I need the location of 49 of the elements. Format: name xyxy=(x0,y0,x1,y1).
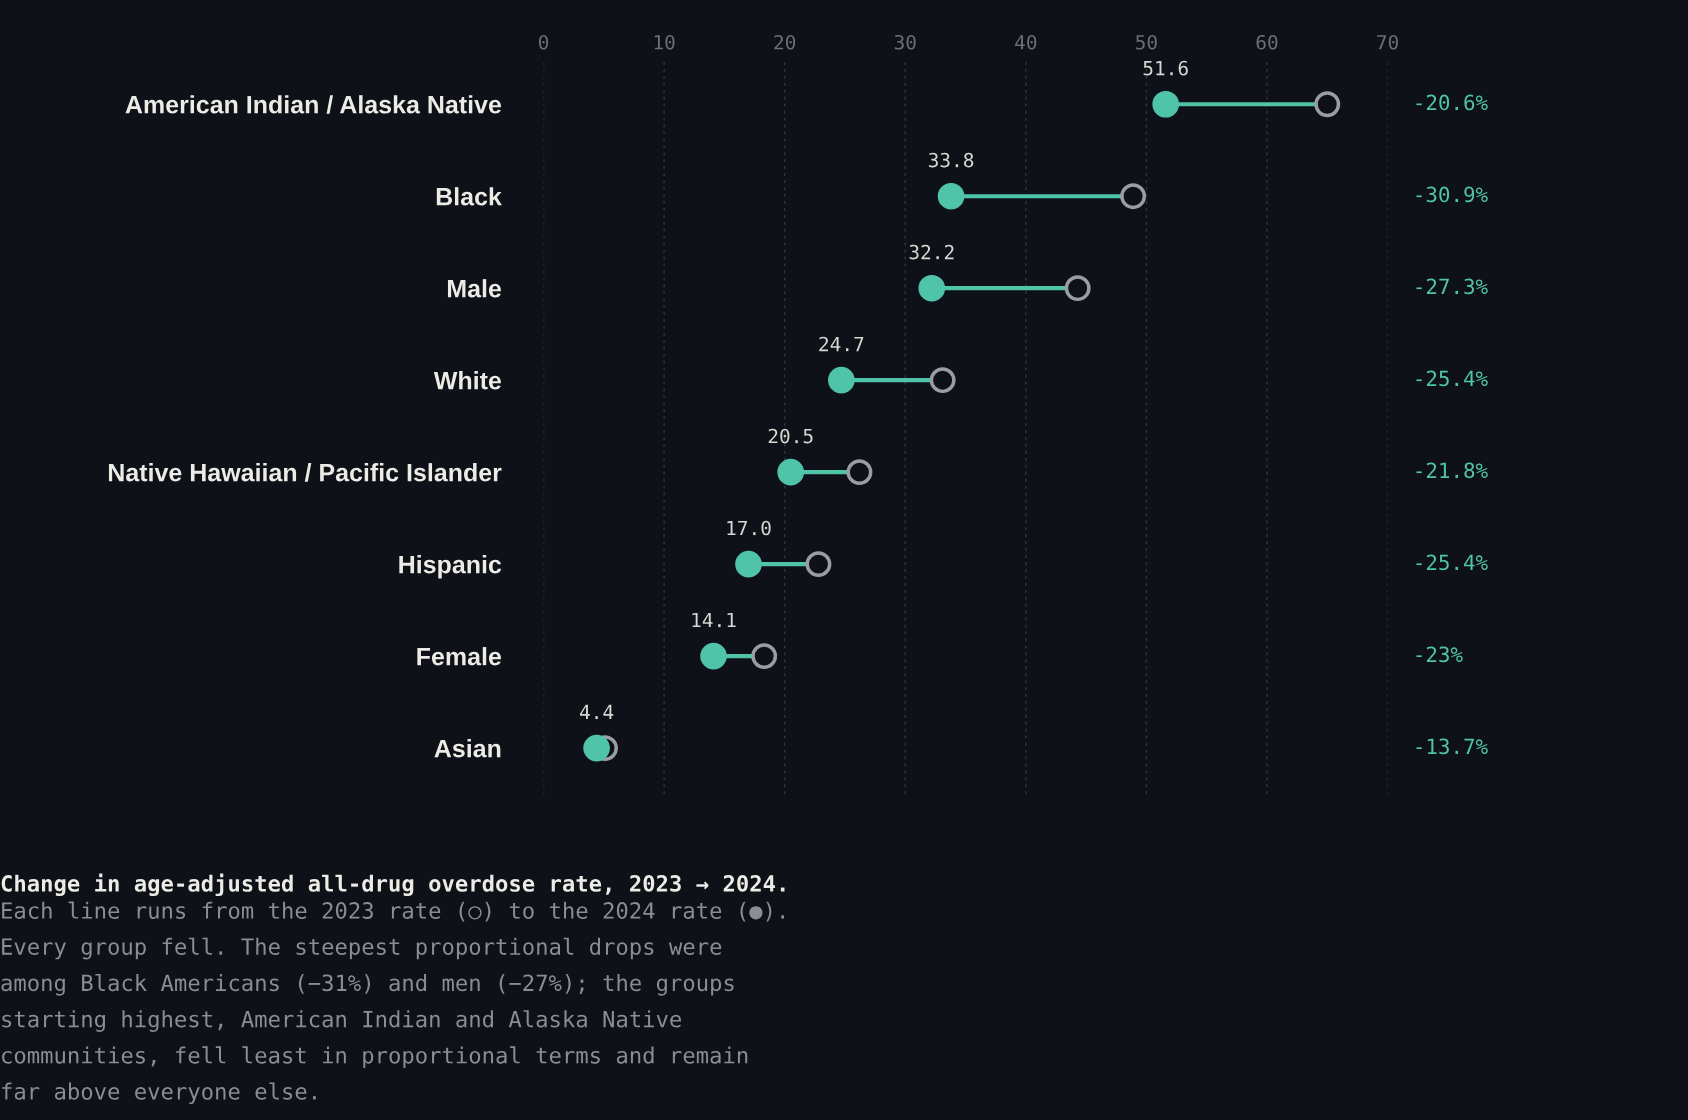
point xyxy=(828,366,855,394)
data-label: 20.5 xyxy=(768,428,813,444)
point xyxy=(846,459,873,486)
y-tick-label: American Indian / Alaska Native xyxy=(125,95,502,114)
data-label: 17.0 xyxy=(727,520,771,536)
text: -21.8% xyxy=(1416,462,1488,479)
text: -30.9% xyxy=(1416,186,1488,203)
y-tick-label: Black xyxy=(436,187,502,206)
data-label: 14.1 xyxy=(692,612,736,628)
point xyxy=(751,643,778,670)
y-tick-label: Hispanic xyxy=(399,555,502,579)
text: -27.3% xyxy=(1416,278,1488,295)
y-tick-label: Asian xyxy=(434,739,501,758)
point xyxy=(700,642,727,670)
data-label: 24.7 xyxy=(819,336,864,352)
y-tick-label: Native Hawaiian / Pacific Islander xyxy=(108,463,502,482)
text: Each line runs from the 2023 rate (○) to the 2024 rate (●). Every group fell. The steepest proportional drops were among Black Americans (−31%) and men (−27%); the groups starting highest, American Indian and Alaska Native communities, fell least in proportional terms and remain far above everyone else. xyxy=(1,901,785,1105)
point xyxy=(1314,91,1341,118)
y-tick-label: Male xyxy=(447,279,502,298)
data-label: 33.8 xyxy=(928,152,974,168)
data-label: 4.4 xyxy=(580,704,614,720)
point xyxy=(777,458,805,486)
x-tick-label: 50 xyxy=(1136,34,1157,50)
point xyxy=(918,274,946,302)
text: Change in age-adjusted all-drug overdose rate, 2023 → 2024. xyxy=(1,873,785,897)
y-tick-label: White xyxy=(433,371,502,390)
text: -13.7% xyxy=(1416,738,1488,755)
x-tick-label: 20 xyxy=(774,34,796,50)
data-label: 32.2 xyxy=(909,244,954,260)
point xyxy=(1064,275,1091,302)
point xyxy=(1152,90,1179,118)
x-tick-label: 0 xyxy=(538,34,549,50)
point xyxy=(805,551,832,578)
point xyxy=(929,367,956,394)
y-tick-label: Female xyxy=(417,647,502,666)
text: -23% xyxy=(1416,646,1463,663)
x-tick-label: 40 xyxy=(1015,34,1037,50)
x-tick-label: 30 xyxy=(894,34,916,50)
text: -20.6% xyxy=(1416,94,1488,111)
text: -25.4% xyxy=(1416,554,1488,571)
text: -25.4% xyxy=(1416,370,1488,387)
x-tick-label: 60 xyxy=(1256,34,1278,50)
point xyxy=(1120,183,1147,210)
point xyxy=(583,734,610,762)
point xyxy=(937,182,965,210)
point xyxy=(735,550,762,578)
data-label: 51.6 xyxy=(1143,60,1188,76)
x-tick-label: 10 xyxy=(654,34,675,50)
x-tick-label: 70 xyxy=(1377,34,1398,50)
